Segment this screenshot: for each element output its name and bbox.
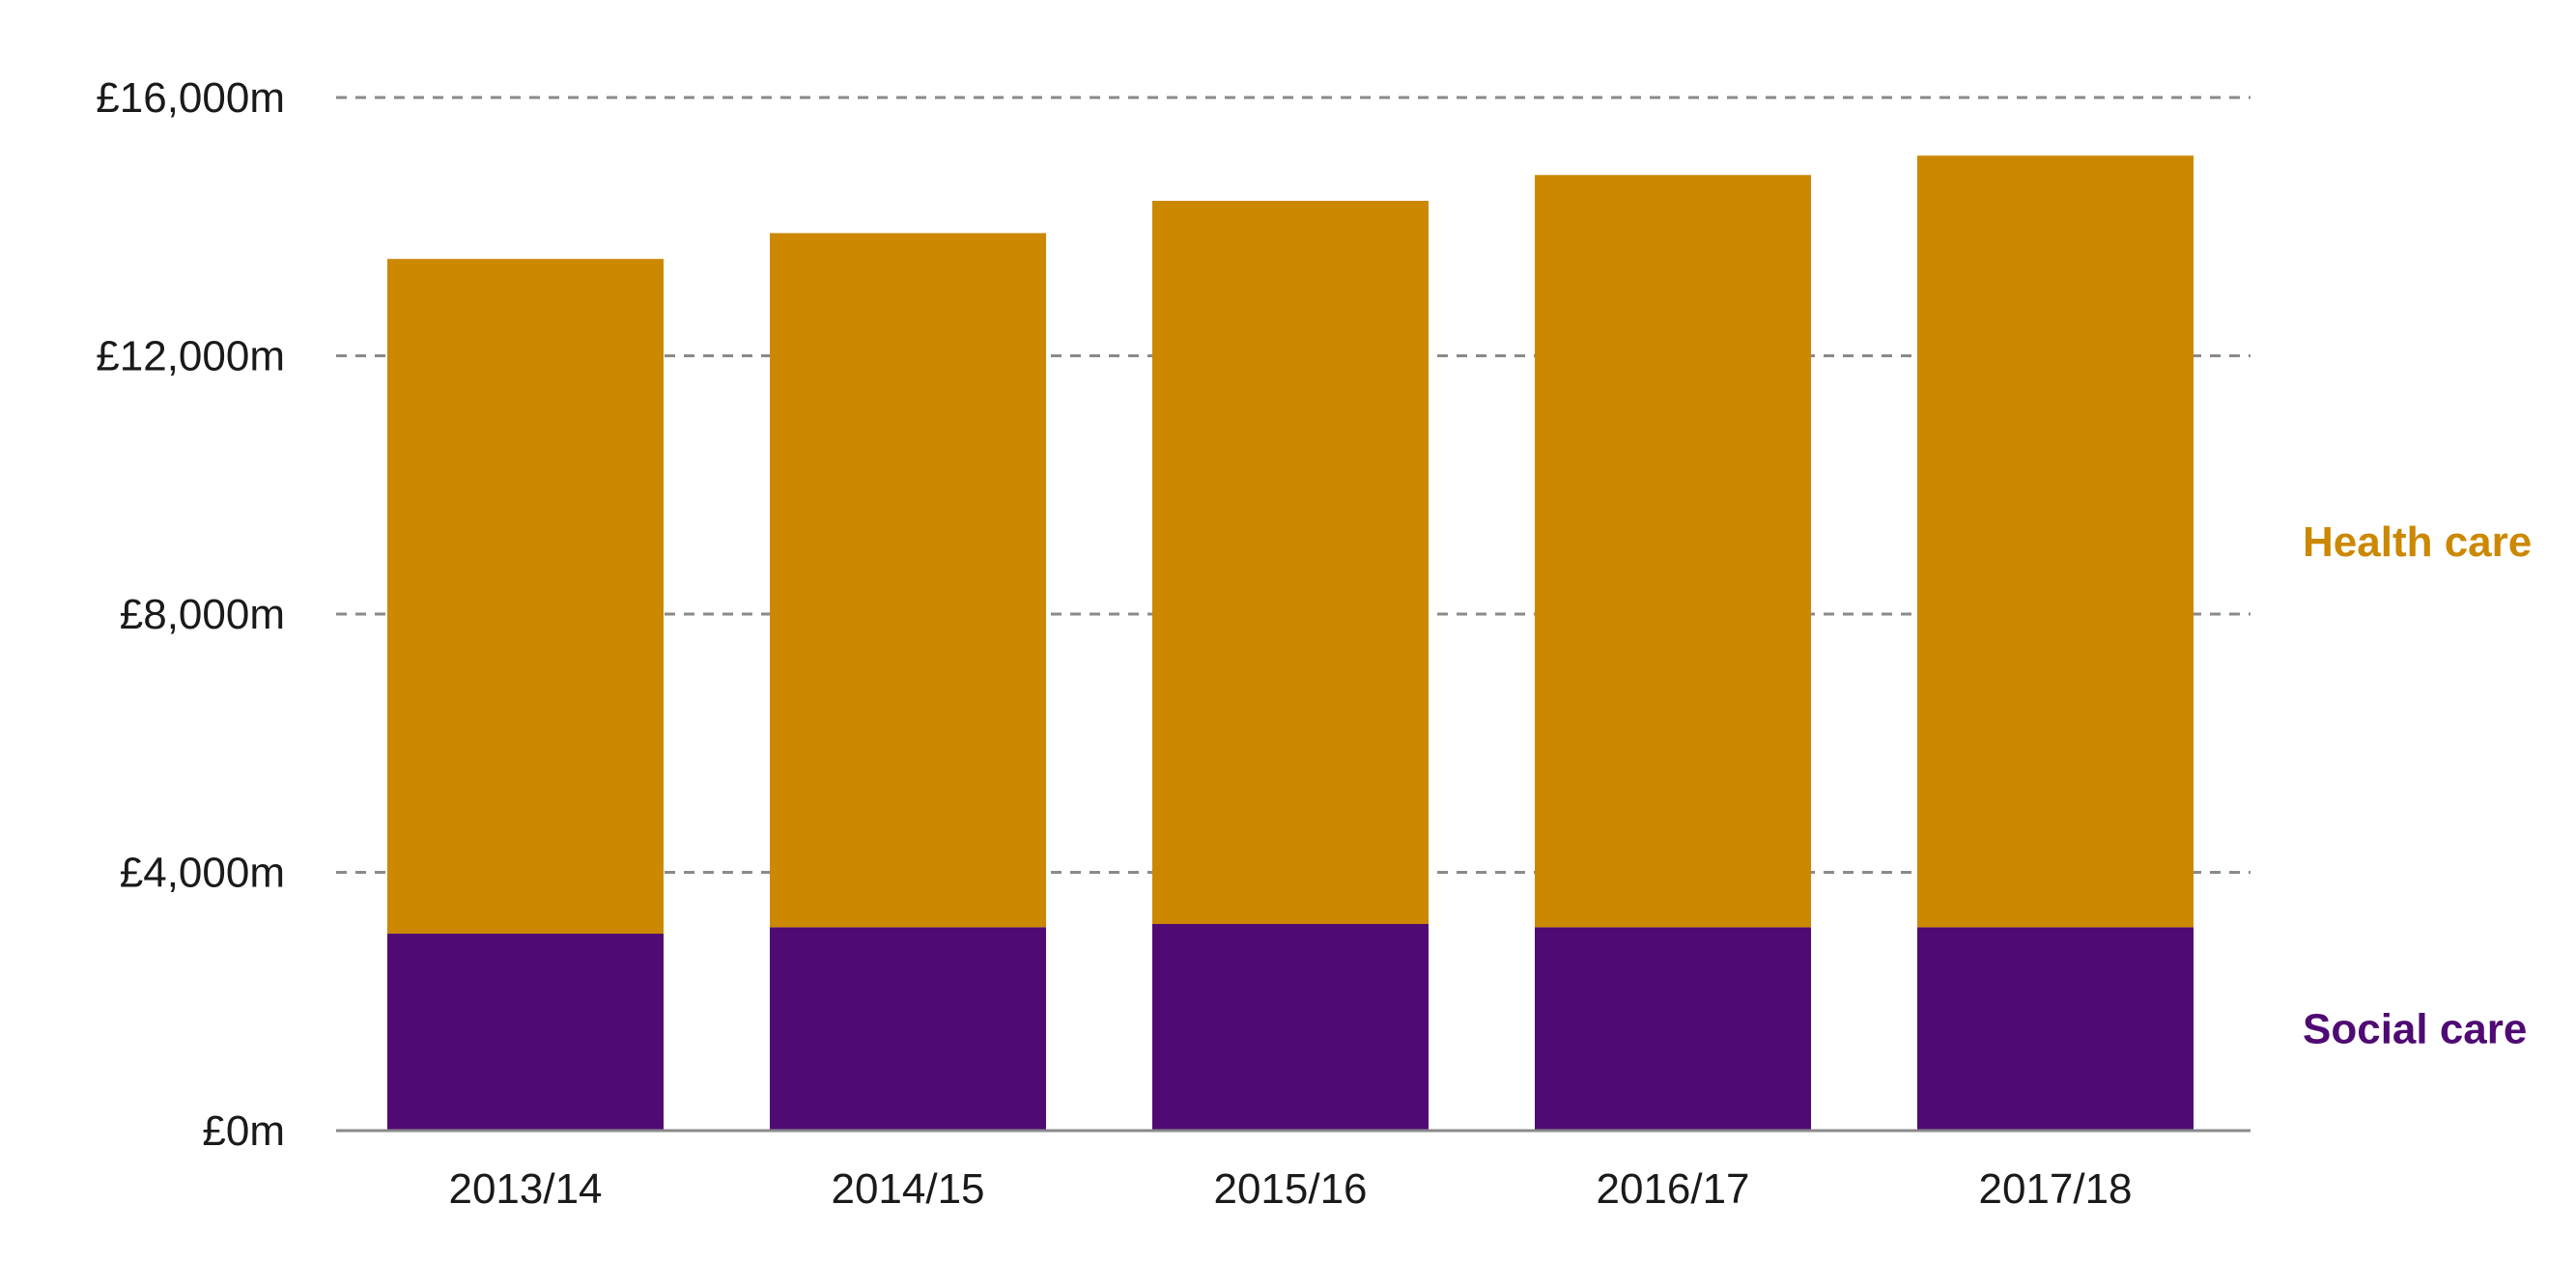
bar-segment-health-care [1152,201,1429,924]
bars [387,155,2194,1131]
bar-segment-social-care [387,934,664,1131]
bar-segment-health-care [770,233,1046,928]
bar-segment-social-care [770,927,1046,1131]
bar-segment-health-care [1917,155,2194,928]
y-tick-label: £4,000m [120,850,285,897]
y-tick-label: £0m [202,1107,285,1155]
legend-label-health-care: Health care [2303,518,2532,566]
bar-segment-social-care [1917,927,2194,1131]
y-tick-label: £12,000m [96,333,285,380]
bar-segment-social-care [1535,927,1811,1131]
tick-labels: £0m £4,000m £8,000m £12,000m £16,000m 2013/14… [96,74,2132,1213]
x-tick-label: 2017/18 [1978,1165,2132,1213]
bar-segment-social-care [1152,924,1429,1131]
bar-segment-health-care [1535,175,1811,928]
x-tick-label: 2014/15 [831,1165,984,1213]
x-tick-label: 2015/16 [1213,1165,1367,1213]
bar-segment-health-care [387,259,664,935]
x-tick-label: 2016/17 [1596,1165,1749,1213]
y-tick-label: £8,000m [120,591,285,638]
legend: Social care Health care [2303,518,2532,1053]
y-tick-label: £16,000m [96,74,285,122]
legend-label-social-care: Social care [2303,1006,2527,1053]
x-tick-label: 2013/14 [448,1165,602,1213]
